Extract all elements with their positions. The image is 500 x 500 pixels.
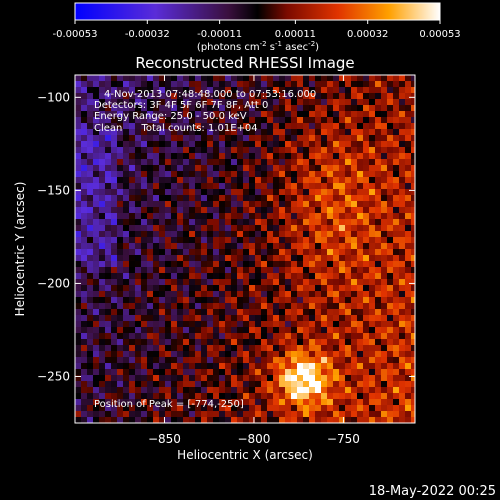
- colorbar-gradient: [74, 2, 441, 21]
- annotation-clean-counts: Clean Total counts: 1.01E+04: [94, 123, 258, 134]
- y-tick-label: −200: [37, 276, 70, 290]
- plot-frame: [74, 74, 416, 424]
- y-axis-ticks: −100 −150 −200 −250: [37, 90, 415, 383]
- heatmap-image: [75, 75, 415, 423]
- x-tick-label: −800: [237, 432, 270, 446]
- annotation-detectors: Detectors: 3F 4F 5F 6F 7F 8F, Att 0: [94, 100, 268, 111]
- x-axis-ticks: −850 −800 −750: [148, 75, 360, 446]
- colorbar-tick-label: -0.00053: [53, 29, 98, 40]
- colorbar-ticks: -0.00053 -0.00032 -0.00011 0.00011 0.00032 0.…: [53, 20, 461, 40]
- colorbar: -0.00053 -0.00032 -0.00011 0.00011 0.00032 0.…: [53, 2, 461, 53]
- annotation-energy-range: Energy Range: 25.0 - 50.0 keV: [94, 111, 247, 122]
- x-tick-label: −750: [327, 432, 360, 446]
- colorbar-unit: (photons cm-2 s-1 asec-2): [197, 40, 319, 53]
- colorbar-tick-label: -0.00011: [197, 29, 242, 40]
- x-tick-label: −850: [148, 432, 181, 446]
- annotation-time-range: 4-Nov-2013 07:48:48.000 to 07:53:16.000: [104, 89, 316, 100]
- chart-title: Reconstructed RHESSI Image: [135, 54, 354, 72]
- peak-position-label: Position of Peak = [-774,-250]: [94, 399, 244, 410]
- y-tick-label: −250: [37, 369, 70, 383]
- colorbar-tick-label: 0.00053: [419, 29, 460, 40]
- colorbar-tick-label: 0.00011: [275, 29, 316, 40]
- timestamp: 18-May-2022 00:25: [369, 484, 496, 499]
- y-tick-label: −150: [37, 183, 70, 197]
- colorbar-tick-label: 0.00032: [347, 29, 388, 40]
- plot-area: [75, 75, 415, 423]
- y-axis-label: Heliocentric Y (arcsec): [13, 182, 27, 317]
- annotations: 4-Nov-2013 07:48:48.000 to 07:53:16.000 …: [94, 89, 316, 410]
- x-axis-label: Heliocentric X (arcsec): [177, 448, 313, 462]
- colorbar-tick-label: -0.00032: [125, 29, 170, 40]
- y-tick-label: −100: [37, 90, 70, 104]
